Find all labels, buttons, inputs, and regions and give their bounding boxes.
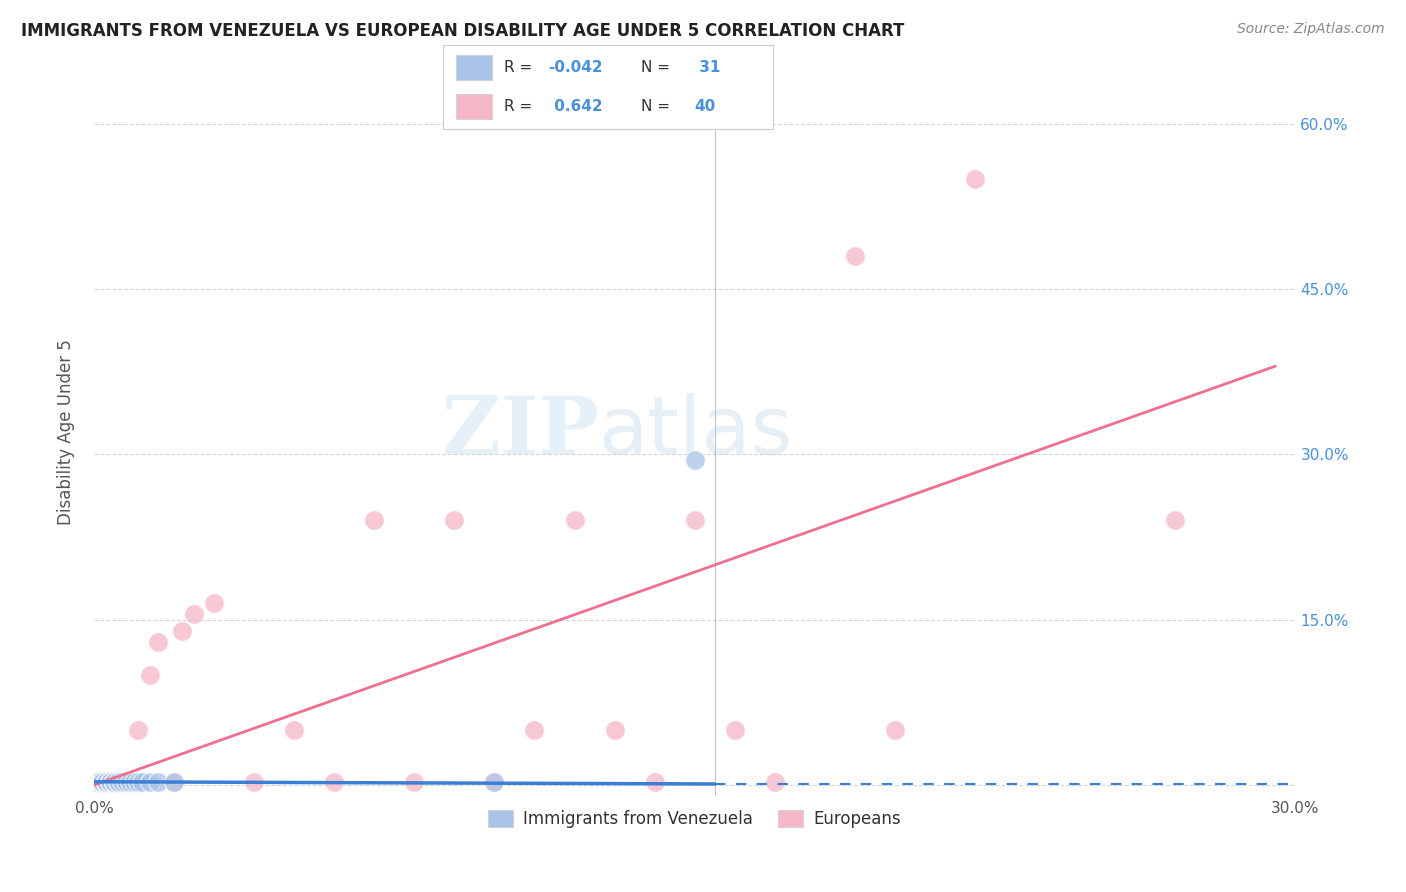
Point xyxy=(94,774,117,789)
Point xyxy=(94,774,117,789)
Point xyxy=(183,607,205,622)
Text: IMMIGRANTS FROM VENEZUELA VS EUROPEAN DISABILITY AGE UNDER 5 CORRELATION CHART: IMMIGRANTS FROM VENEZUELA VS EUROPEAN DI… xyxy=(21,22,904,40)
Point xyxy=(523,723,546,737)
Point xyxy=(98,774,121,789)
Point xyxy=(94,774,117,789)
Point xyxy=(103,774,125,789)
Point xyxy=(283,723,305,737)
Point xyxy=(111,774,134,789)
Point xyxy=(115,774,138,789)
Point xyxy=(1164,514,1187,528)
Point xyxy=(87,774,110,789)
Point xyxy=(844,249,866,263)
Point xyxy=(644,774,666,789)
Legend: Immigrants from Venezuela, Europeans: Immigrants from Venezuela, Europeans xyxy=(482,804,908,835)
Point xyxy=(683,453,706,467)
Point xyxy=(98,774,121,789)
Point xyxy=(484,774,506,789)
Point xyxy=(146,774,169,789)
Point xyxy=(404,774,426,789)
Point xyxy=(94,776,117,790)
Point xyxy=(103,774,125,789)
Point xyxy=(603,723,626,737)
Text: R =: R = xyxy=(503,60,537,75)
Point xyxy=(87,774,110,789)
Point xyxy=(98,774,121,789)
Point xyxy=(763,774,786,789)
Text: N =: N = xyxy=(641,60,675,75)
Point xyxy=(139,668,162,682)
FancyBboxPatch shape xyxy=(456,94,492,120)
Point xyxy=(484,774,506,789)
Text: 40: 40 xyxy=(695,99,716,114)
Point xyxy=(724,723,747,737)
Point xyxy=(323,774,346,789)
Point xyxy=(163,774,186,789)
Point xyxy=(91,776,114,790)
Point xyxy=(91,774,114,789)
Point xyxy=(363,514,385,528)
Point xyxy=(103,776,125,790)
Point xyxy=(683,514,706,528)
Text: Source: ZipAtlas.com: Source: ZipAtlas.com xyxy=(1237,22,1385,37)
Point xyxy=(963,171,986,186)
Point xyxy=(243,774,266,789)
Point xyxy=(98,774,121,789)
Point xyxy=(107,774,129,789)
Point xyxy=(131,774,153,789)
Point xyxy=(91,774,114,789)
Point xyxy=(202,596,225,610)
Text: -0.042: -0.042 xyxy=(548,60,603,75)
Point xyxy=(146,634,169,648)
Point xyxy=(122,774,145,789)
Point xyxy=(118,774,141,789)
Point xyxy=(170,624,193,638)
Point xyxy=(111,774,134,789)
Point xyxy=(884,723,907,737)
Point xyxy=(87,776,110,790)
FancyBboxPatch shape xyxy=(456,54,492,80)
Point xyxy=(443,514,465,528)
Point xyxy=(131,774,153,789)
Point xyxy=(87,776,110,790)
Point xyxy=(115,774,138,789)
Text: 31: 31 xyxy=(695,60,720,75)
Point xyxy=(127,774,149,789)
Point xyxy=(94,774,117,789)
Point xyxy=(115,774,138,789)
Text: atlas: atlas xyxy=(599,393,793,471)
Point xyxy=(87,774,110,789)
Point xyxy=(127,723,149,737)
Point xyxy=(94,774,117,789)
Text: 0.642: 0.642 xyxy=(548,99,602,114)
Point xyxy=(107,774,129,789)
Point xyxy=(139,774,162,789)
Point xyxy=(118,774,141,789)
Text: R =: R = xyxy=(503,99,537,114)
Point xyxy=(107,774,129,789)
Point xyxy=(103,774,125,789)
Point xyxy=(103,774,125,789)
Point xyxy=(122,774,145,789)
Point xyxy=(91,774,114,789)
Point xyxy=(103,774,125,789)
Text: N =: N = xyxy=(641,99,675,114)
Y-axis label: Disability Age Under 5: Disability Age Under 5 xyxy=(58,339,75,525)
Point xyxy=(163,774,186,789)
Text: ZIP: ZIP xyxy=(441,393,599,471)
Point xyxy=(91,774,114,789)
Point xyxy=(564,514,586,528)
